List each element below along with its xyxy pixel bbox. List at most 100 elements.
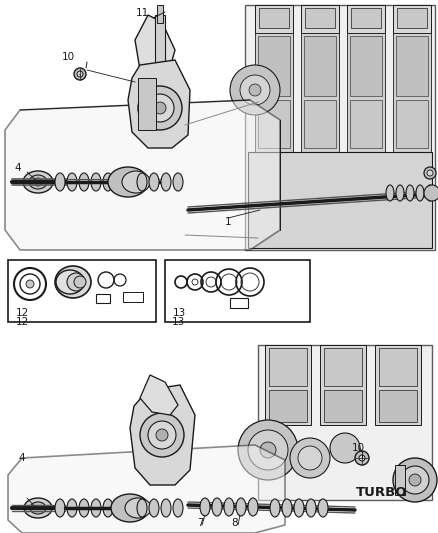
Polygon shape bbox=[258, 345, 432, 500]
Polygon shape bbox=[245, 5, 435, 250]
Circle shape bbox=[146, 94, 174, 122]
Circle shape bbox=[74, 68, 86, 80]
Text: 8: 8 bbox=[232, 518, 238, 528]
Ellipse shape bbox=[24, 498, 52, 518]
Polygon shape bbox=[130, 385, 195, 485]
Bar bbox=[375, 345, 421, 425]
Circle shape bbox=[156, 429, 168, 441]
Ellipse shape bbox=[173, 499, 183, 517]
Bar bbox=[396, 100, 428, 148]
Circle shape bbox=[359, 455, 365, 461]
Ellipse shape bbox=[294, 499, 304, 517]
Ellipse shape bbox=[108, 167, 148, 197]
Circle shape bbox=[298, 446, 322, 470]
Text: TURBO: TURBO bbox=[356, 486, 408, 498]
Ellipse shape bbox=[224, 498, 234, 516]
Ellipse shape bbox=[248, 498, 258, 516]
Bar bbox=[379, 348, 417, 386]
Ellipse shape bbox=[396, 185, 404, 201]
Bar bbox=[395, 465, 405, 495]
Bar bbox=[304, 100, 336, 148]
Bar bbox=[324, 348, 362, 386]
Ellipse shape bbox=[161, 499, 171, 517]
Ellipse shape bbox=[103, 173, 113, 191]
Text: 4: 4 bbox=[15, 163, 21, 173]
Polygon shape bbox=[135, 15, 175, 80]
Bar bbox=[301, 5, 339, 33]
Circle shape bbox=[248, 430, 288, 470]
Ellipse shape bbox=[103, 499, 113, 517]
Circle shape bbox=[355, 451, 369, 465]
Bar bbox=[265, 345, 311, 425]
Bar bbox=[347, 33, 385, 153]
Circle shape bbox=[138, 86, 182, 130]
Ellipse shape bbox=[137, 173, 147, 191]
Ellipse shape bbox=[29, 175, 47, 189]
Bar bbox=[347, 5, 385, 33]
Bar bbox=[8, 260, 156, 322]
Ellipse shape bbox=[212, 498, 222, 516]
Polygon shape bbox=[5, 100, 280, 250]
Ellipse shape bbox=[91, 499, 101, 517]
Ellipse shape bbox=[67, 173, 77, 191]
Bar bbox=[258, 100, 290, 148]
Ellipse shape bbox=[56, 270, 84, 294]
Text: 4: 4 bbox=[19, 453, 25, 463]
Bar bbox=[165, 260, 310, 322]
Circle shape bbox=[260, 442, 276, 458]
Bar bbox=[304, 36, 336, 96]
Ellipse shape bbox=[122, 171, 150, 193]
Bar bbox=[96, 294, 110, 303]
Circle shape bbox=[427, 170, 433, 176]
Ellipse shape bbox=[406, 185, 414, 201]
Ellipse shape bbox=[79, 173, 89, 191]
Circle shape bbox=[401, 466, 429, 494]
Ellipse shape bbox=[173, 173, 183, 191]
Circle shape bbox=[393, 458, 437, 502]
Bar bbox=[350, 36, 382, 96]
Ellipse shape bbox=[34, 178, 42, 186]
Polygon shape bbox=[140, 375, 178, 415]
Circle shape bbox=[238, 420, 298, 480]
Bar bbox=[138, 78, 156, 130]
Ellipse shape bbox=[270, 499, 280, 517]
Circle shape bbox=[240, 75, 270, 105]
Ellipse shape bbox=[306, 499, 316, 517]
Text: 10: 10 bbox=[61, 52, 74, 62]
Ellipse shape bbox=[55, 499, 65, 517]
Ellipse shape bbox=[416, 185, 424, 201]
Bar bbox=[157, 5, 163, 23]
Ellipse shape bbox=[30, 502, 46, 514]
Ellipse shape bbox=[55, 173, 65, 191]
Ellipse shape bbox=[149, 499, 159, 517]
Polygon shape bbox=[128, 60, 190, 148]
Ellipse shape bbox=[91, 173, 101, 191]
Ellipse shape bbox=[236, 498, 246, 516]
Bar bbox=[301, 33, 339, 153]
Text: 7: 7 bbox=[197, 518, 203, 528]
Circle shape bbox=[154, 102, 166, 114]
Bar bbox=[379, 390, 417, 422]
Bar bbox=[259, 8, 289, 28]
Bar bbox=[351, 8, 381, 28]
Bar bbox=[255, 33, 293, 153]
Circle shape bbox=[424, 167, 436, 179]
Circle shape bbox=[230, 65, 280, 115]
Text: 12: 12 bbox=[15, 317, 28, 327]
Ellipse shape bbox=[125, 498, 151, 518]
Ellipse shape bbox=[200, 498, 210, 516]
Circle shape bbox=[26, 280, 34, 288]
Bar bbox=[396, 36, 428, 96]
Circle shape bbox=[249, 84, 261, 96]
Bar bbox=[269, 348, 307, 386]
Bar bbox=[305, 8, 335, 28]
Bar bbox=[269, 390, 307, 422]
Circle shape bbox=[74, 276, 86, 288]
Ellipse shape bbox=[282, 499, 292, 517]
Polygon shape bbox=[248, 152, 432, 248]
Ellipse shape bbox=[67, 273, 85, 291]
Text: 13: 13 bbox=[171, 317, 185, 327]
Ellipse shape bbox=[318, 499, 328, 517]
Bar bbox=[350, 100, 382, 148]
Text: 12: 12 bbox=[15, 308, 28, 318]
